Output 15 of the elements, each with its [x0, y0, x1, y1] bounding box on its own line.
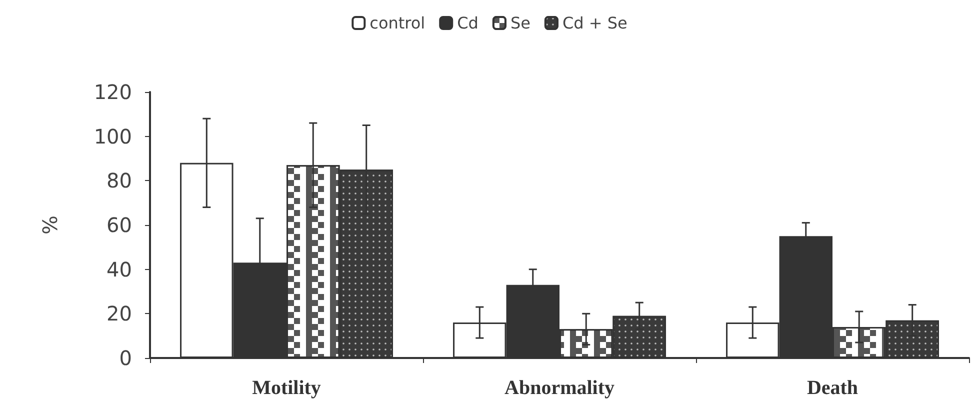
legend-label: Cd + Se [562, 14, 628, 32]
y-axis-title: % [38, 215, 62, 235]
x-tick-label: Motility [252, 377, 321, 399]
legend-label: Cd [457, 14, 478, 32]
x-tick-label: Abnormality [504, 377, 614, 399]
legend-label: Se [510, 14, 530, 32]
y-tick-label: 20 [106, 302, 132, 326]
y-tick-label: 100 [94, 124, 132, 148]
y-tick-label: 80 [106, 168, 132, 193]
y-tick-label: 60 [106, 213, 132, 237]
x-tick-label: Death [806, 377, 858, 399]
legend-label: control [370, 14, 426, 32]
y-tick-label: 120 [94, 80, 132, 104]
y-tick-label: 0 [119, 346, 132, 370]
y-tick-label: 40 [106, 257, 132, 282]
